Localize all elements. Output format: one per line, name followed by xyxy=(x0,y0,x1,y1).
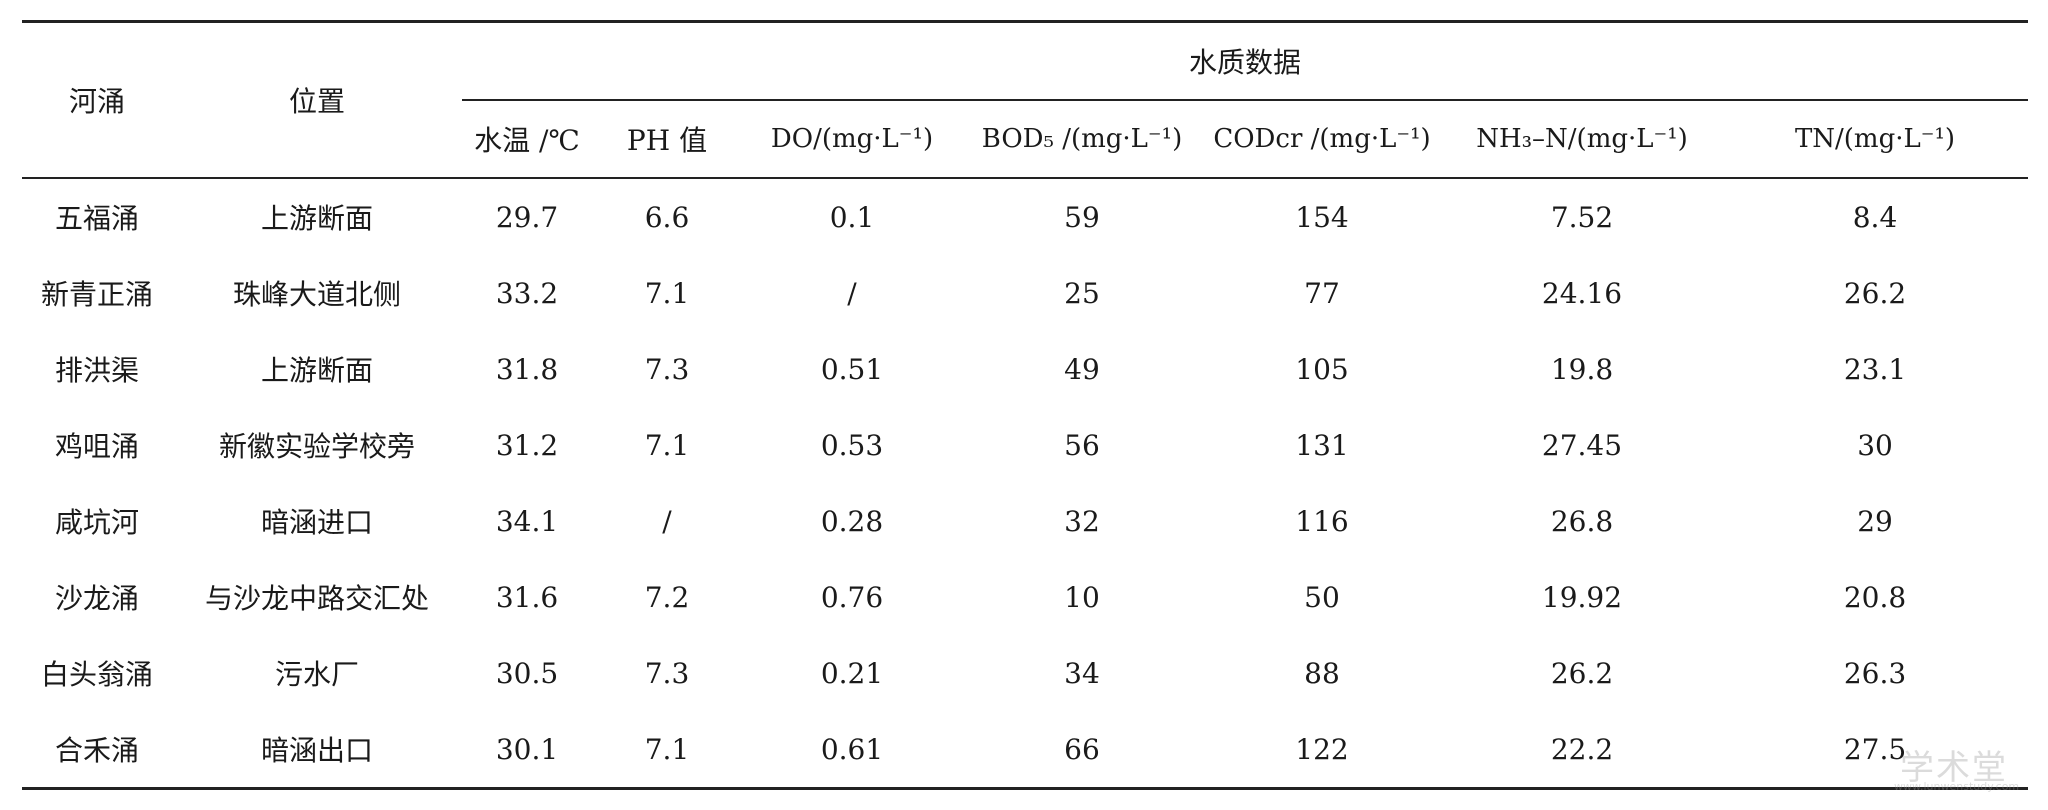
table-row: 咸坑河 暗涵进口 34.1 / 0.28 32 116 26.8 29 xyxy=(22,483,2028,559)
cell-river: 排洪渠 xyxy=(54,354,139,387)
cell-ph: 6.6 xyxy=(644,200,690,234)
cell-bod: 10 xyxy=(1064,580,1100,614)
cell-temp: 30.1 xyxy=(462,711,592,790)
table-row: 五福涌 上游断面 29.7 6.6 0.1 59 154 7.52 8.4 xyxy=(22,178,2028,255)
cell-location: 上游断面 xyxy=(260,202,373,235)
cell-nh3: 26.8 xyxy=(1550,504,1614,538)
cell-do: 0.21 xyxy=(820,656,884,690)
table-row: 合禾涌 暗涵出口 30.1 7.1 0.61 66 122 22.2 27.5 xyxy=(22,711,2029,790)
table-row: 沙龙涌 与沙龙中路交汇处 31.6 7.2 0.76 10 50 19.92 2… xyxy=(22,559,2028,635)
table-row: 排洪渠 上游断面 31.8 7.3 0.51 49 105 19.8 23.1 xyxy=(22,331,2028,407)
cell-ph: 7.3 xyxy=(644,656,690,690)
cell-cod: 154 xyxy=(1295,200,1349,234)
cell-do: 0.76 xyxy=(820,580,884,614)
cell-location: 新徽实验学校旁 xyxy=(218,430,415,463)
cell-river: 五福涌 xyxy=(54,202,139,235)
cell-do: 0.61 xyxy=(742,711,962,790)
cell-tn: 23.1 xyxy=(1843,352,1907,386)
cell-cod: 122 xyxy=(1202,711,1442,790)
cell-tn: 20.8 xyxy=(1843,580,1907,614)
table-body: 五福涌 上游断面 29.7 6.6 0.1 59 154 7.52 8.4 新青… xyxy=(22,178,2029,790)
table-row: 鸡咀涌 新徽实验学校旁 31.2 7.1 0.53 56 131 27.45 3… xyxy=(22,407,2028,483)
cell-river: 新青正涌 xyxy=(40,278,153,311)
header-location: 位置 xyxy=(172,20,462,179)
cell-ph: 7.1 xyxy=(644,428,690,462)
cell-bod: 56 xyxy=(1064,428,1100,462)
cell-do: 0.53 xyxy=(820,428,884,462)
header-cod: CODcr /(mg·L⁻¹) xyxy=(1202,100,1442,179)
header-row-2: 水温 /℃ PH 值 DO/(mg·L⁻¹) BOD₅ /(mg·L⁻¹) CO… xyxy=(22,100,2029,179)
cell-location: 暗涵出口 xyxy=(172,711,462,790)
cell-cod: 88 xyxy=(1304,656,1340,690)
cell-nh3: 27.45 xyxy=(1541,428,1623,462)
cell-location: 珠峰大道北侧 xyxy=(232,278,401,311)
cell-tn: 26.3 xyxy=(1843,656,1907,690)
header-temp: 水温 /℃ xyxy=(462,100,592,179)
cell-river: 白头翁涌 xyxy=(40,658,153,691)
cell-tn: 30 xyxy=(1857,428,1893,462)
cell-temp: 31.2 xyxy=(495,428,559,462)
cell-do: 0.1 xyxy=(829,200,875,234)
header-river: 河涌 xyxy=(22,20,172,179)
water-quality-table: 河涌 位置 水质数据 水温 /℃ PH 值 DO/(mg·L⁻¹) BOD₅ /… xyxy=(22,20,2029,790)
cell-bod: 25 xyxy=(1064,276,1100,310)
cell-river: 咸坑河 xyxy=(54,506,139,539)
cell-tn: 27.5 xyxy=(1722,711,2029,790)
cell-nh3: 22.2 xyxy=(1442,711,1722,790)
watermark-url: www.lunwenstudy.com xyxy=(1894,780,2020,793)
cell-location: 暗涵进口 xyxy=(260,506,373,539)
header-tn: TN/(mg·L⁻¹) xyxy=(1722,100,2029,179)
cell-do: 0.28 xyxy=(820,504,884,538)
cell-location: 上游断面 xyxy=(260,354,373,387)
cell-bod: 34 xyxy=(1064,656,1100,690)
cell-bod: 59 xyxy=(1064,200,1100,234)
cell-temp: 30.5 xyxy=(495,656,559,690)
cell-tn: 26.2 xyxy=(1843,276,1907,310)
header-do: DO/(mg·L⁻¹) xyxy=(742,100,962,179)
cell-nh3: 26.2 xyxy=(1550,656,1614,690)
table-row: 新青正涌 珠峰大道北侧 33.2 7.1 / 25 77 24.16 26.2 xyxy=(22,255,2028,331)
cell-location: 与沙龙中路交汇处 xyxy=(204,582,429,615)
cell-river: 鸡咀涌 xyxy=(54,430,139,463)
cell-temp: 34.1 xyxy=(495,504,559,538)
cell-nh3: 19.8 xyxy=(1550,352,1614,386)
cell-do: 0.51 xyxy=(820,352,884,386)
cell-bod: 66 xyxy=(962,711,1202,790)
cell-bod: 32 xyxy=(1064,504,1100,538)
cell-temp: 31.8 xyxy=(495,352,559,386)
cell-cod: 50 xyxy=(1304,580,1340,614)
cell-nh3: 7.52 xyxy=(1550,200,1614,234)
cell-tn: 29 xyxy=(1857,504,1893,538)
cell-nh3: 19.92 xyxy=(1541,580,1623,614)
cell-tn: 8.4 xyxy=(1852,200,1898,234)
cell-ph: 7.2 xyxy=(644,580,690,614)
cell-ph: 7.1 xyxy=(592,711,742,790)
header-bod: BOD₅ /(mg·L⁻¹) xyxy=(962,100,1202,179)
cell-river: 沙龙涌 xyxy=(54,582,139,615)
cell-temp: 29.7 xyxy=(495,200,559,234)
cell-ph: 7.1 xyxy=(644,276,690,310)
watermark-logo: 学术堂 www.lunwenstudy.com xyxy=(1890,740,2030,796)
header-water-quality-group: 水质数据 xyxy=(462,20,2029,101)
header-ph: PH 值 xyxy=(592,100,742,179)
watermark-text: 学术堂 xyxy=(1900,748,2008,788)
cell-cod: 131 xyxy=(1295,428,1349,462)
table-row: 白头翁涌 污水厂 30.5 7.3 0.21 34 88 26.2 26.3 xyxy=(22,635,2028,711)
header-nh3: NH₃–N/(mg·L⁻¹) xyxy=(1442,100,1722,179)
cell-do: / xyxy=(847,276,857,310)
cell-bod: 49 xyxy=(1064,352,1100,386)
cell-cod: 105 xyxy=(1295,352,1349,386)
cell-temp: 31.6 xyxy=(495,580,559,614)
cell-river: 合禾涌 xyxy=(22,711,172,790)
cell-temp: 33.2 xyxy=(495,276,559,310)
cell-cod: 77 xyxy=(1304,276,1340,310)
cell-cod: 116 xyxy=(1295,504,1349,538)
cell-nh3: 24.16 xyxy=(1541,276,1623,310)
cell-location: 污水厂 xyxy=(274,658,359,691)
cell-ph: 7.3 xyxy=(644,352,690,386)
cell-ph: / xyxy=(662,504,672,538)
header-row-1: 河涌 位置 水质数据 xyxy=(22,20,2029,179)
